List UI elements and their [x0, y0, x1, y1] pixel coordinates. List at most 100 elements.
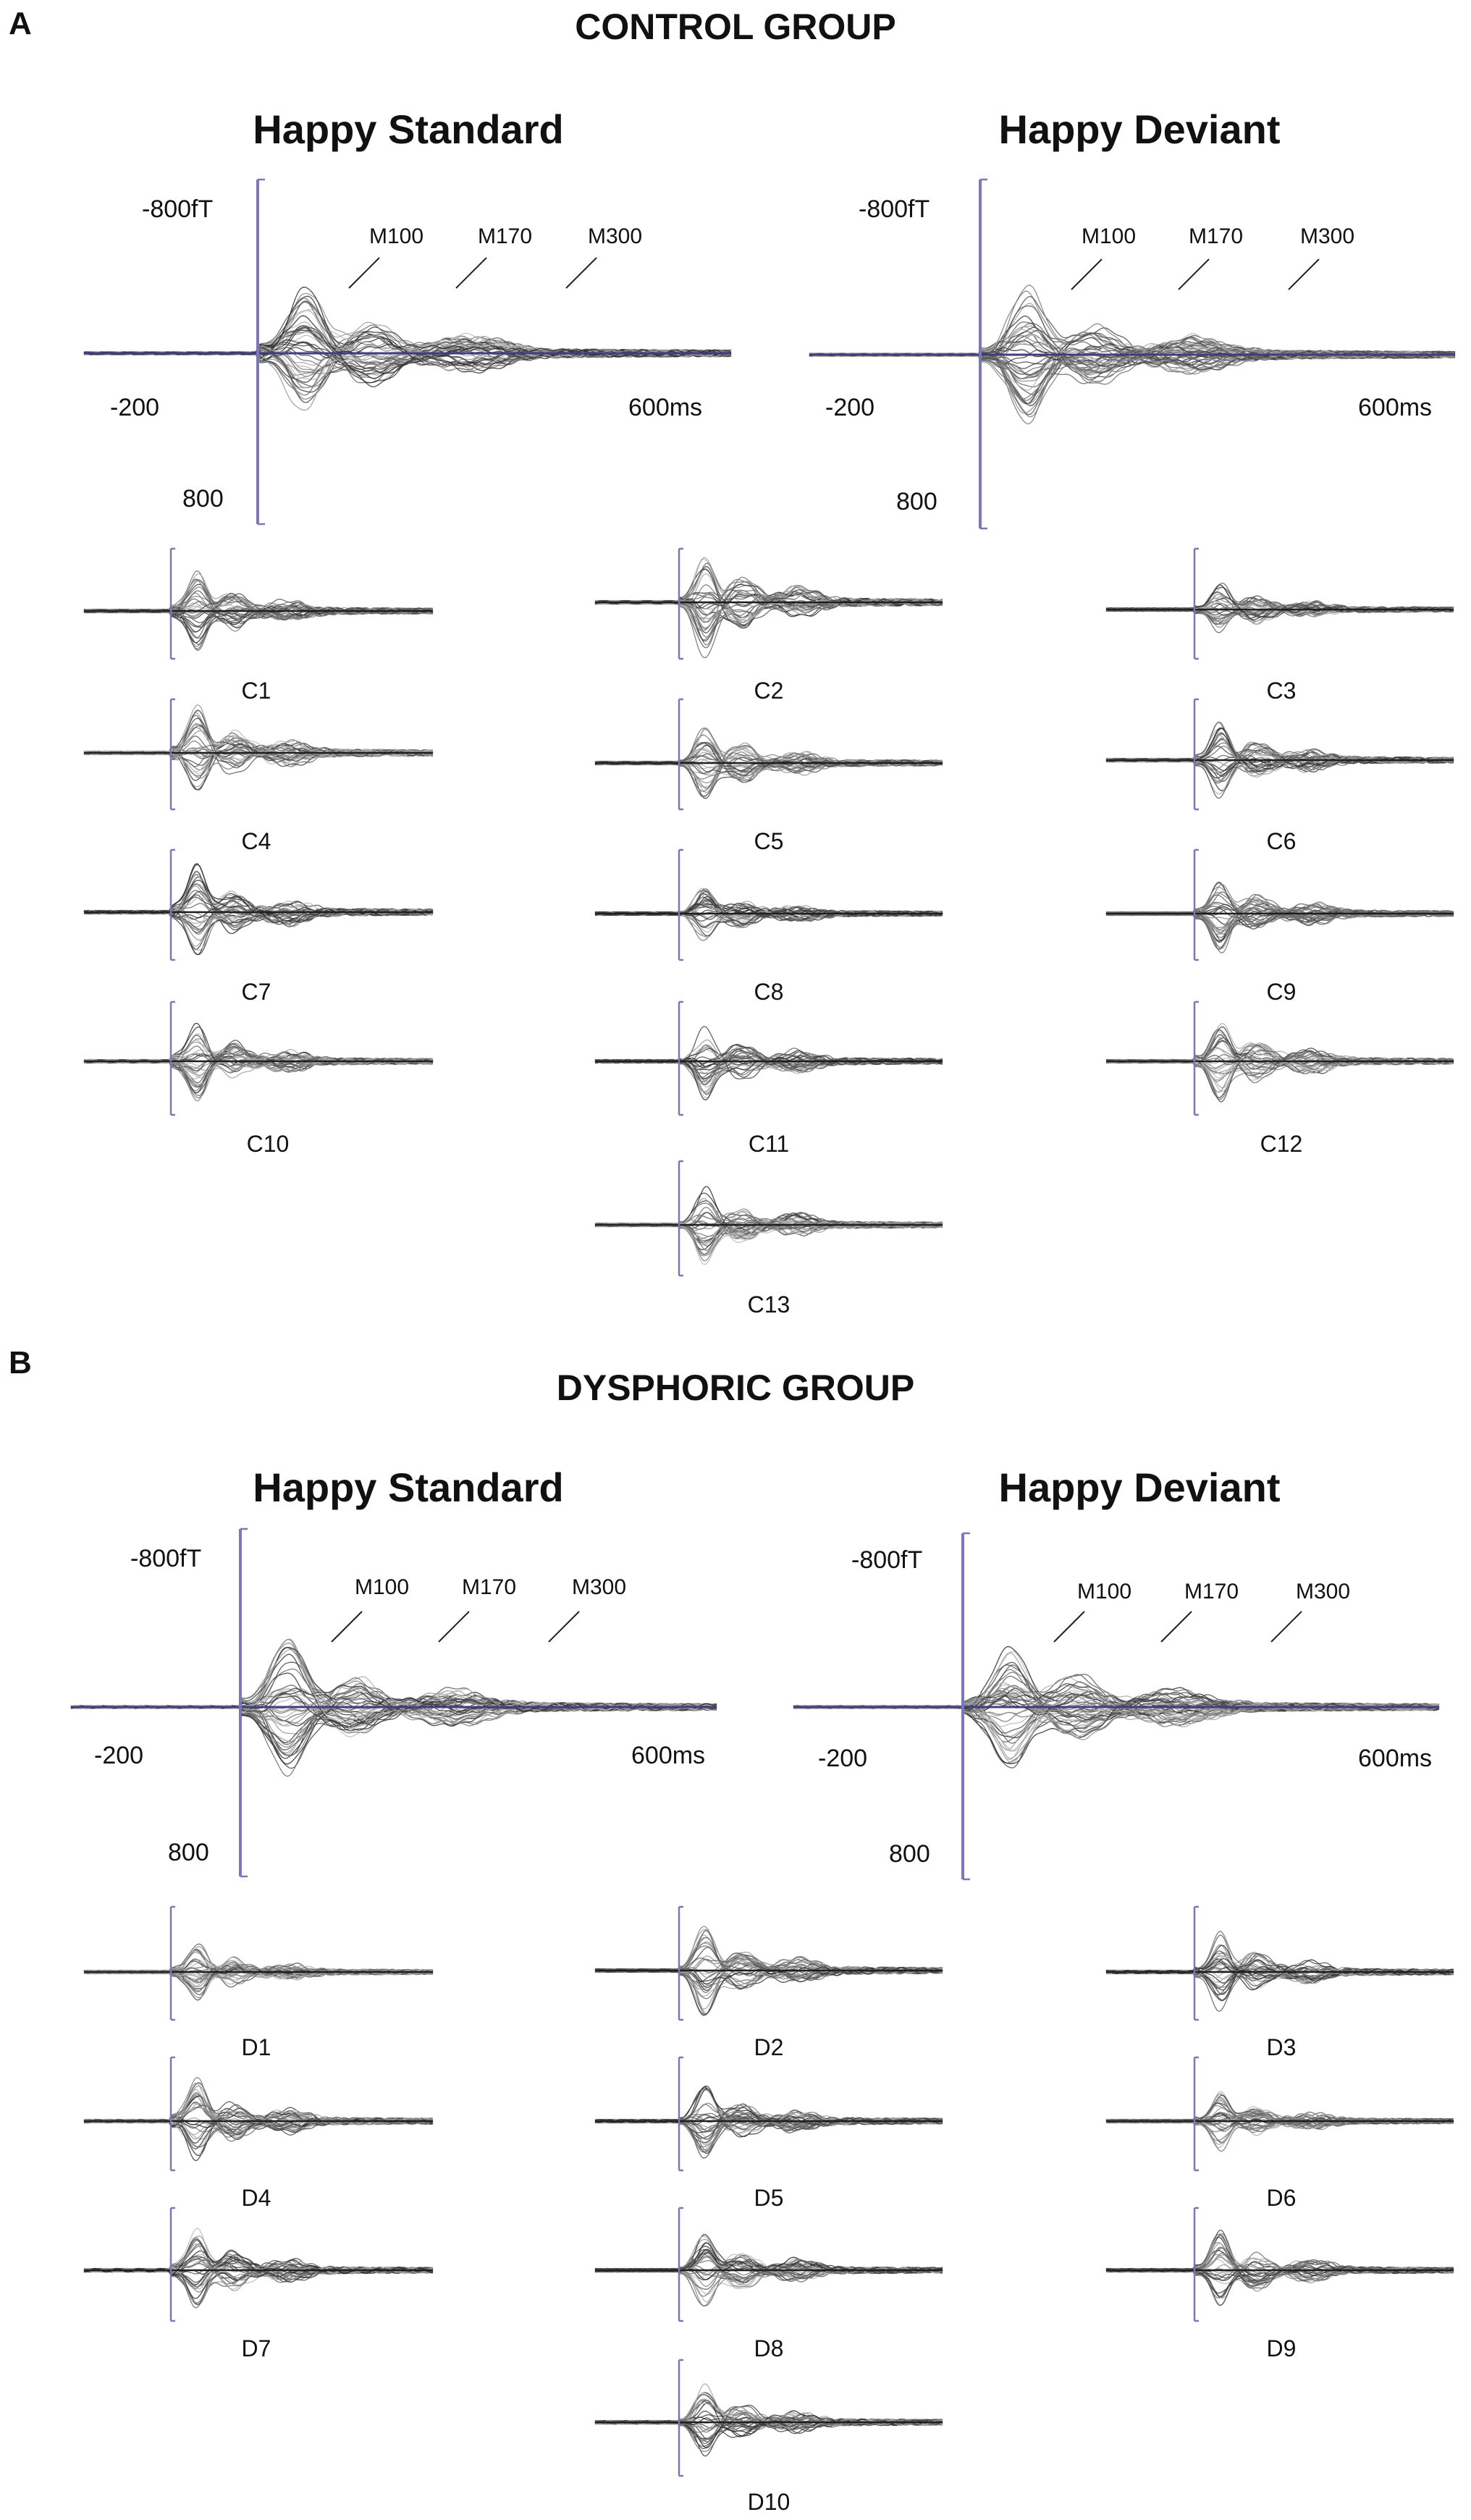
subplot-label: D7: [241, 2335, 271, 2361]
waveform-trace: [594, 2403, 943, 2431]
subplot-label: C4: [241, 828, 271, 854]
subplot-label: C7: [241, 979, 271, 1005]
waveform-trace: [83, 599, 434, 615]
group-title-control: CONTROL GROUP: [575, 7, 896, 47]
y-top-label: -800fT: [851, 1546, 923, 1574]
component-label-m170: M170: [478, 224, 533, 248]
component-pointer-line: [1178, 258, 1210, 290]
subplot-label: C10: [246, 1131, 290, 1157]
component-label-m100: M100: [355, 1575, 410, 1599]
waveform-trace: [83, 748, 434, 759]
x-right-label: 600ms: [631, 1742, 706, 1769]
waveform-trace: [83, 2243, 434, 2287]
waveform-traces: [594, 1026, 943, 1101]
component-label-m300: M300: [1300, 224, 1355, 248]
x-left-label: -200: [94, 1742, 144, 1769]
y-bottom-label: 800: [182, 485, 224, 513]
component-label-m170: M170: [1189, 224, 1244, 248]
waveform-trace: [1105, 1952, 1454, 1977]
subplot-label: C1: [241, 678, 271, 704]
cond-title-b-deviant: Happy Deviant: [998, 1465, 1281, 1510]
component-pointer-line: [1288, 258, 1320, 290]
cond-title-b-standard: Happy Standard: [253, 1465, 564, 1510]
component-pointer-line: [455, 257, 487, 289]
component-label-m170: M170: [1184, 1580, 1239, 1604]
subplot-label: C5: [754, 828, 784, 854]
component-pointer-line: [438, 1611, 470, 1643]
cond-title-a-deviant: Happy Deviant: [998, 106, 1281, 152]
x-left-label: -200: [818, 1745, 868, 1772]
y-bottom-label: 800: [889, 1840, 930, 1868]
subplot-label: D5: [754, 2185, 784, 2211]
waveform-trace: [83, 1965, 434, 1999]
waveform-trace: [71, 1694, 717, 1724]
subplot-label: D3: [1266, 2034, 1297, 2060]
waveform-traces: [594, 2383, 943, 2457]
panel-letter-b: B: [9, 1345, 32, 1381]
waveform-trace: [594, 1953, 943, 1975]
component-pointer-line: [1071, 258, 1103, 290]
subplot-label: C12: [1260, 1131, 1303, 1157]
subplot-label: C2: [754, 678, 784, 704]
subplot-label: D2: [754, 2034, 784, 2060]
subplot-label: C13: [747, 1291, 791, 1318]
component-label-m300: M300: [572, 1575, 627, 1599]
subplot-label: D1: [241, 2034, 271, 2060]
x-right-label: 600ms: [1358, 394, 1433, 421]
component-pointer-line: [348, 257, 380, 289]
x-right-label: 600ms: [1358, 1745, 1433, 1772]
subplot-label: D4: [241, 2185, 271, 2211]
subplot-label: D10: [747, 2489, 791, 2515]
component-label-m300: M300: [1296, 1580, 1351, 1604]
subplot-label: C6: [1266, 828, 1297, 854]
component-label-m100: M100: [1077, 1580, 1132, 1604]
component-pointer-line: [331, 1611, 363, 1643]
y-bottom-label: 800: [168, 1839, 209, 1866]
subplot-label: D6: [1266, 2185, 1297, 2211]
x-left-label: -200: [825, 394, 875, 421]
component-pointer-line: [548, 1611, 580, 1643]
subplot-label: C11: [748, 1131, 790, 1157]
y-top-label: -800fT: [130, 1545, 202, 1572]
y-top-label: -800fT: [142, 195, 214, 223]
component-pointer-line: [1053, 1611, 1085, 1643]
subplot-label: D9: [1266, 2335, 1297, 2361]
component-label-m300: M300: [588, 224, 643, 248]
subplot-label: C3: [1266, 678, 1297, 704]
subplot-label: C8: [754, 979, 784, 1005]
component-pointer-line: [565, 257, 597, 289]
component-label-m170: M170: [462, 1575, 517, 1599]
x-left-label: -200: [110, 394, 160, 421]
group-title-dysphoric: DYSPHORIC GROUP: [556, 1368, 915, 1408]
component-label-m100: M100: [369, 224, 424, 248]
cond-title-a-standard: Happy Standard: [253, 106, 564, 152]
panel-letter-a: A: [9, 6, 32, 41]
y-bottom-label: 800: [896, 488, 937, 515]
y-top-label: -800fT: [859, 195, 930, 223]
